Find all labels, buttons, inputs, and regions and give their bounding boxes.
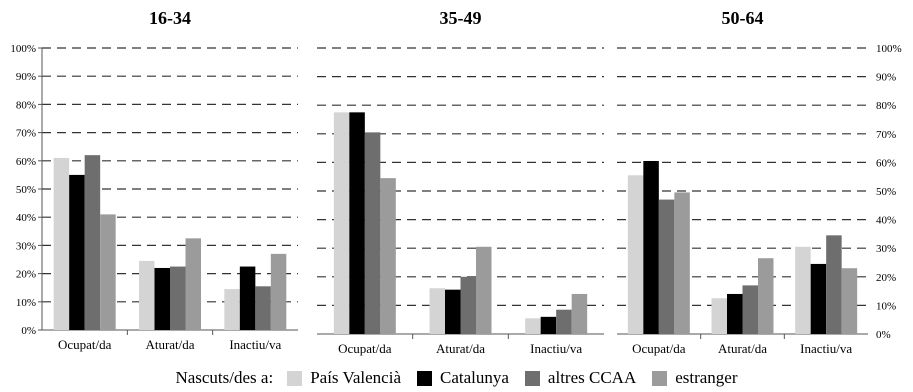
legend-item-pais-valencia: País Valencià [287, 368, 401, 388]
y-tick-label: 90% [876, 72, 896, 84]
bar-estranger-aturat-da [476, 246, 492, 334]
y-tick-label: 40% [16, 212, 36, 224]
bar-pais-valencia-aturat-da [429, 288, 445, 334]
x-tick-label: Inactiu/va [530, 341, 582, 356]
bar-catalunya-aturat-da [445, 289, 461, 334]
legend-item-altres-ccaa: altres CCAA [524, 368, 637, 388]
x-tick-label: Ocupat/da [632, 341, 686, 356]
bar-estranger-inactiu-va [571, 293, 588, 334]
y-tick-label: 50% [16, 184, 36, 196]
bar-catalunya-inactiu-va [810, 263, 827, 334]
legend-label-estranger: estranger [675, 368, 738, 387]
x-tick-label: Inactiu/va [800, 341, 852, 356]
chart-title: 50-64 [722, 8, 764, 28]
bar-pais-valencia-ocupat-da [53, 157, 70, 330]
x-tick-label: Inactiu/va [229, 337, 281, 352]
y-tick-label: 100% [876, 43, 902, 55]
bar-altres-ccaa-inactiu-va [826, 235, 842, 334]
legend-label-altres-ccaa: altres CCAA [547, 368, 637, 387]
bar-altres-ccaa-aturat-da [170, 266, 186, 330]
x-tick-label: Aturat/da [145, 337, 194, 352]
y-tick-label: 0% [21, 325, 36, 337]
bar-estranger-ocupat-da [380, 178, 396, 334]
y-tick-label: 50% [876, 186, 896, 198]
bar-pais-valencia-aturat-da [139, 260, 155, 330]
legend-label-pais-valencia: País Valencià [310, 368, 401, 387]
x-tick-label: Ocupat/da [338, 341, 392, 356]
bar-altres-ccaa-aturat-da [460, 276, 476, 334]
bar-catalunya-aturat-da [154, 267, 170, 330]
legend-item-estranger: estranger [652, 368, 738, 388]
bar-pais-valencia-inactiu-va [224, 289, 240, 330]
y-tick-label: 80% [16, 99, 36, 111]
y-tick-label: 20% [876, 272, 896, 284]
bar-pais-valencia-aturat-da [711, 298, 727, 334]
bar-estranger-ocupat-da [100, 214, 116, 330]
x-tick-label: Aturat/da [436, 341, 485, 356]
y-tick-label: 30% [16, 240, 36, 252]
legend-label-catalunya: Catalunya [440, 368, 509, 387]
bar-estranger-aturat-da [185, 238, 201, 330]
bar-altres-ccaa-aturat-da [742, 285, 758, 334]
x-tick-label: Aturat/da [718, 341, 767, 356]
y-tick-label: 60% [876, 157, 896, 169]
y-tick-label: 80% [876, 100, 896, 112]
bar-altres-ccaa-inactiu-va [255, 286, 271, 330]
y-tick-label: 60% [16, 156, 36, 168]
y-tick-label: 0% [876, 329, 891, 341]
legend-item-catalunya: Catalunya [417, 368, 509, 388]
bar-estranger-ocupat-da [674, 192, 690, 334]
legend-swatch-pais-valencia [287, 370, 303, 386]
bar-catalunya-aturat-da [727, 293, 743, 334]
y-tick-label: 40% [876, 215, 896, 227]
bar-altres-ccaa-ocupat-da [364, 132, 381, 334]
bar-catalunya-ocupat-da [69, 174, 85, 330]
y-tick-label: 90% [16, 71, 36, 83]
bar-pais-valencia-ocupat-da [627, 175, 644, 334]
bar-catalunya-ocupat-da [349, 112, 365, 334]
x-tick-label: Ocupat/da [58, 337, 112, 352]
y-tick-label: 10% [876, 300, 896, 312]
bar-altres-ccaa-ocupat-da [658, 199, 675, 334]
bar-pais-valencia-inactiu-va [525, 318, 541, 334]
legend-swatch-altres-ccaa [524, 370, 540, 386]
legend-title: Nascuts/des a: [175, 368, 274, 387]
bar-catalunya-inactiu-va [239, 266, 256, 330]
legend: Nascuts/des a: País Valencià Catalunya a… [0, 367, 913, 389]
bar-estranger-inactiu-va [841, 268, 858, 334]
bar-altres-ccaa-inactiu-va [556, 309, 572, 334]
legend-swatch-catalunya [417, 370, 432, 386]
y-tick-label: 100% [10, 43, 36, 55]
y-tick-label: 70% [876, 129, 896, 141]
bar-pais-valencia-inactiu-va [795, 246, 811, 334]
bar-estranger-inactiu-va [270, 253, 287, 330]
y-tick-label: 30% [876, 243, 896, 255]
chart-title: 16-34 [149, 8, 191, 28]
bar-catalunya-ocupat-da [643, 160, 659, 334]
bar-pais-valencia-ocupat-da [333, 112, 350, 334]
bar-catalunya-inactiu-va [540, 316, 557, 334]
y-tick-label: 70% [16, 128, 36, 140]
y-tick-label: 10% [16, 297, 36, 309]
legend-swatch-estranger [652, 370, 668, 386]
chart-title: 35-49 [440, 8, 482, 28]
bar-estranger-aturat-da [758, 258, 774, 334]
bar-altres-ccaa-ocupat-da [84, 155, 101, 330]
y-tick-label: 20% [16, 269, 36, 281]
